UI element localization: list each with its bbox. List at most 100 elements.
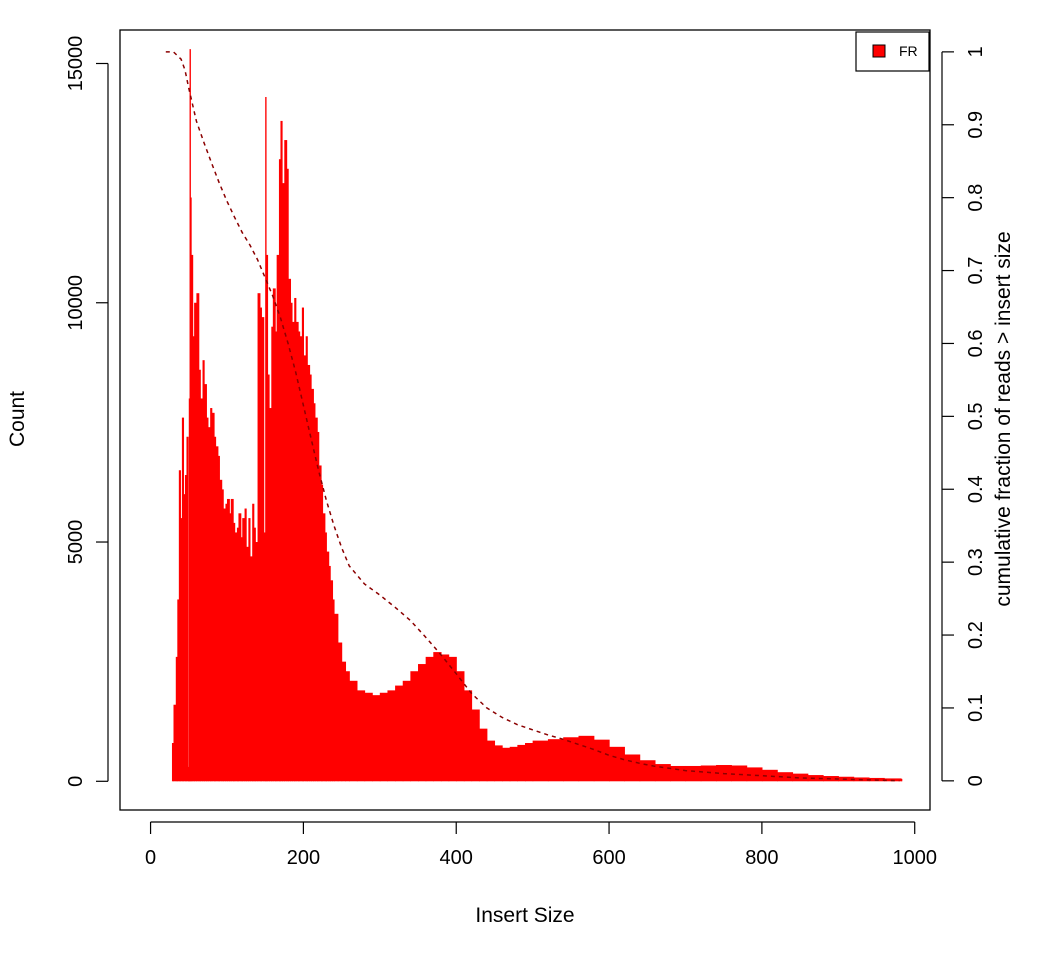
histogram-bar: [246, 546, 249, 782]
histogram-bar: [225, 503, 228, 782]
histogram-bar: [313, 403, 316, 782]
cumulative-line-layer: [165, 51, 900, 782]
histogram-bar: [509, 746, 518, 782]
histogram-bar: [349, 680, 358, 782]
histogram-bar: [410, 671, 419, 782]
histogram-bar: [309, 374, 312, 782]
histogram-bar: [777, 772, 794, 782]
histogram-bar: [418, 664, 427, 782]
histogram-bar: [578, 735, 595, 782]
histogram-bar: [204, 384, 207, 782]
histogram-bar: [463, 690, 473, 782]
y2-tick-label: 0.8: [965, 184, 987, 212]
histogram-bar: [278, 159, 282, 782]
histogram-bar: [364, 692, 373, 782]
histogram-bar: [242, 518, 246, 782]
histogram-bar: [299, 336, 303, 782]
histogram-bar: [402, 680, 411, 782]
histogram-bar: [194, 302, 198, 782]
histogram-bar: [547, 739, 564, 782]
histogram-bar: [265, 254, 269, 782]
histogram-bar: [609, 746, 625, 782]
y2-tick-label: 0.1: [965, 694, 987, 722]
histogram-bar: [178, 470, 181, 782]
histogram-bar: [276, 254, 280, 782]
histogram-bar: [284, 140, 288, 782]
histogram-bar: [184, 475, 188, 782]
histogram-layer: [171, 49, 903, 782]
histogram-bar: [326, 551, 330, 782]
histogram-bar: [271, 326, 274, 782]
x-tick-label: 600: [592, 847, 625, 869]
histogram-bar: [219, 479, 223, 782]
histogram-bar: [494, 745, 503, 782]
histogram-bar: [234, 532, 238, 782]
y2-tick-label: 0.2: [965, 621, 987, 649]
histogram-bar: [257, 293, 261, 782]
y2-tick-label: 0.9: [965, 111, 987, 139]
y2-tick-label: 0: [965, 775, 987, 786]
x-tick-label: 200: [287, 847, 320, 869]
histogram-bar: [217, 455, 220, 782]
histogram-bar: [324, 532, 327, 782]
histogram-bar: [190, 197, 192, 782]
cumulative-fraction-line: [165, 51, 900, 782]
histogram-bar: [213, 436, 217, 782]
y2-tick-label: 0.6: [965, 330, 987, 358]
histogram-bar: [307, 364, 311, 782]
histogram-bar: [532, 740, 549, 782]
legend-swatch-fr: [872, 44, 886, 58]
histogram-bar: [215, 446, 219, 782]
histogram-bar: [200, 398, 204, 782]
x-axis: 0 200 400 600 800 1000: [145, 821, 937, 869]
histogram-bar: [211, 412, 215, 782]
histogram-bar: [291, 321, 295, 782]
histogram-bar: [272, 288, 276, 782]
histogram-bar: [731, 765, 748, 782]
histogram-bar: [314, 417, 318, 782]
histogram-bar: [275, 331, 278, 782]
histogram-bar: [196, 293, 200, 782]
y-axis-left: 0 5000 10000 15000: [65, 36, 109, 787]
histogram-bar: [186, 436, 189, 782]
histogram-bar: [253, 527, 256, 782]
histogram-bar: [181, 417, 185, 782]
histogram-bar: [471, 709, 480, 782]
histogram-bar: [180, 518, 183, 782]
histogram-bar: [639, 760, 656, 782]
x-tick-label: 400: [440, 847, 473, 869]
histogram-bar: [395, 685, 404, 782]
histogram-bar: [479, 728, 488, 782]
y-tick-label: 0: [65, 776, 87, 787]
histogram-bar: [221, 489, 224, 782]
histogram-bar: [502, 747, 511, 782]
histogram-bar: [425, 656, 434, 782]
histogram-bar: [379, 692, 389, 782]
histogram-bar: [345, 671, 350, 782]
histogram-bar: [685, 765, 702, 782]
histogram-bar: [192, 336, 195, 782]
histogram-bar: [311, 388, 314, 782]
histogram-bar: [563, 737, 580, 782]
y-axis-right: 0 0.1 0.2 0.3 0.4 0.5 0.6 0.7 0.8 0.9 1: [941, 46, 987, 786]
y2-tick-label: 0.5: [965, 402, 987, 430]
y2-tick-label: 0.4: [965, 475, 987, 503]
histogram-bar: [356, 690, 366, 782]
legend: FR: [855, 31, 930, 72]
histogram-bar: [252, 503, 255, 782]
y-tick-label: 10000: [65, 275, 87, 331]
histogram-bar: [269, 408, 272, 782]
histogram-bar: [337, 642, 343, 782]
histogram-bar: [206, 417, 209, 782]
histogram-bar: [372, 695, 381, 782]
histogram-bar: [761, 769, 778, 782]
histogram-bar: [267, 374, 270, 782]
y2-tick-label: 0.3: [965, 548, 987, 576]
x-tick-label: 1000: [892, 847, 937, 869]
x-tick-label: 800: [745, 847, 778, 869]
histogram-bar: [230, 498, 234, 782]
histogram-bar: [229, 513, 232, 782]
histogram-bar: [223, 508, 227, 782]
legend-box: [855, 31, 930, 72]
histogram-bar: [175, 656, 178, 782]
